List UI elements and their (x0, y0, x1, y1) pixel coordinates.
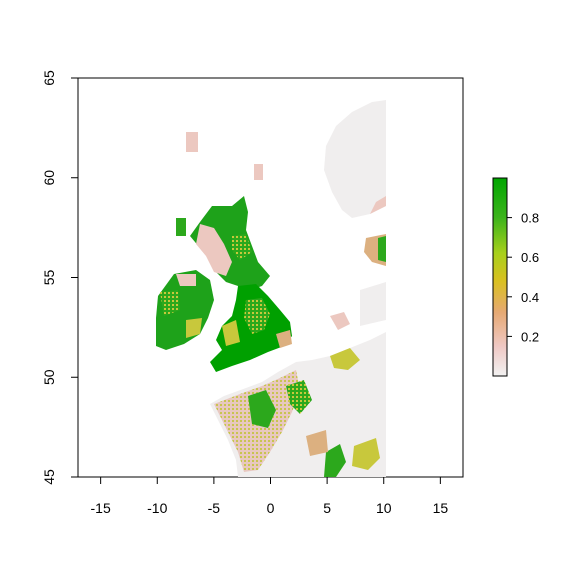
x-tick-label: -15 (91, 500, 111, 516)
legend-tick-label: 0.4 (521, 290, 539, 305)
legend: 0.2 0.4 0.6 0.8 (492, 177, 539, 377)
shetland-islands (186, 132, 198, 152)
alps-mix (352, 438, 380, 470)
france-east-mix (306, 430, 328, 456)
denmark-high (378, 236, 386, 262)
ireland-south-mix (186, 318, 202, 338)
scandinavia-edge (370, 196, 386, 214)
hebrides-islands (176, 218, 186, 236)
legend-tick-label: 0.6 (521, 250, 539, 265)
scotland-mixed (196, 224, 232, 276)
y-tick-label: 55 (41, 270, 57, 286)
ireland-west-mix (160, 290, 180, 316)
france-high-patch (248, 390, 276, 428)
y-tick-label: 60 (41, 170, 57, 186)
x-tick-label: 5 (323, 500, 331, 516)
x-tick-label: -5 (208, 500, 221, 516)
low-countries-patch (330, 312, 350, 330)
legend-colorbar (492, 177, 508, 377)
orkney-islands (254, 164, 263, 180)
benelux-mix (330, 348, 360, 370)
x-tick-label: 0 (267, 500, 275, 516)
france-central-mix (286, 380, 312, 414)
y-tick-label: 65 (41, 70, 57, 86)
legend-tick-label: 0.2 (521, 329, 539, 344)
y-axis: 45 50 55 60 65 (41, 70, 78, 485)
y-tick-label: 50 (41, 369, 57, 385)
scotland-highland-mix (232, 234, 252, 260)
x-axis: -15 -10 -5 0 5 10 15 (91, 477, 449, 516)
legend-tick-label: 0.8 (521, 211, 539, 226)
wales-mix (222, 320, 240, 346)
east-anglia-mix (276, 330, 292, 348)
raster-layer (156, 100, 386, 477)
x-tick-label: 15 (433, 500, 449, 516)
england-mix (244, 298, 270, 334)
alps-high-patch (324, 444, 346, 477)
x-tick-label: -10 (147, 500, 167, 516)
scandinavia-region (324, 100, 386, 218)
x-tick-label: 10 (376, 500, 392, 516)
germany-north-region (360, 282, 386, 326)
y-tick-label: 45 (41, 469, 57, 485)
northern-ireland-mix (176, 274, 196, 286)
scotland-region (190, 196, 270, 290)
